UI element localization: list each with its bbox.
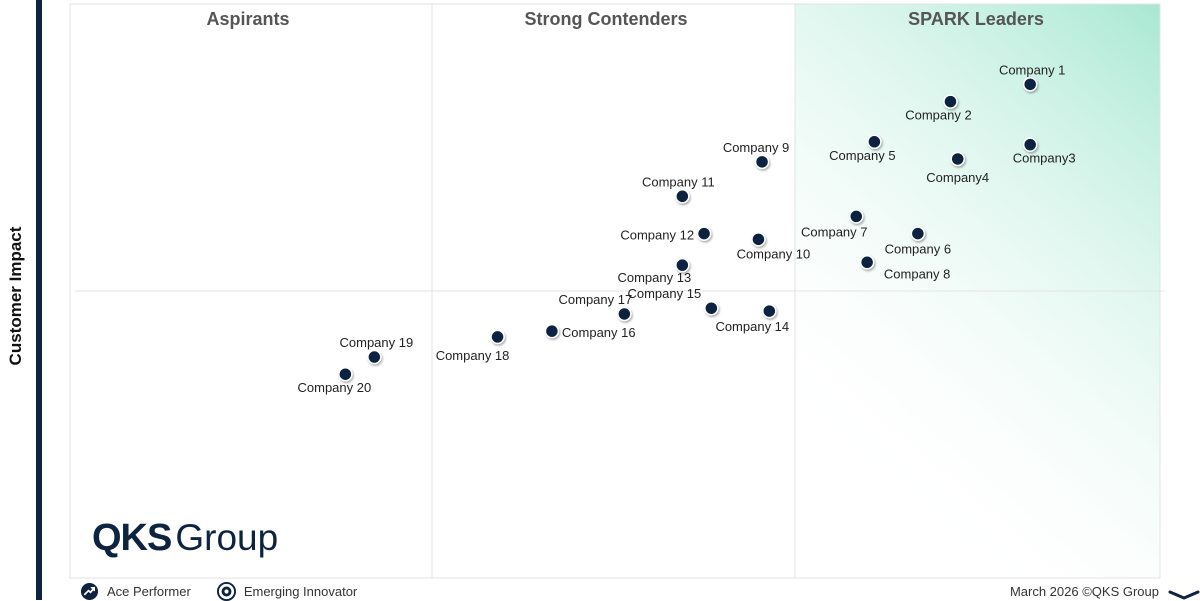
legend-label-emerging-innovator: Emerging Innovator	[243, 584, 358, 599]
data-point-label: Company 14	[715, 319, 789, 334]
legend-label-ace-performer: Ace Performer	[107, 584, 191, 599]
data-point-company-5: Company 5	[829, 134, 896, 163]
data-point-company-7: Company 7	[801, 209, 868, 239]
data-point-label: Company 8	[884, 266, 950, 281]
data-point-company-10: Company 10	[737, 232, 811, 261]
qks-group-logo: QKS Group	[92, 517, 278, 560]
data-point-company-14: Company 14	[715, 303, 789, 334]
legend: Ace Performer Emerging Innovator	[80, 582, 383, 601]
data-point-marker	[704, 300, 719, 316]
data-point-company-6: Company 6	[885, 226, 951, 257]
data-point-label: Company 20	[298, 380, 372, 395]
data-point-company3: Company3	[1013, 137, 1076, 166]
data-point-marker	[867, 134, 882, 150]
data-point-marker	[762, 303, 777, 319]
data-point-marker	[617, 306, 632, 322]
legend-item-emerging-innovator: Emerging Innovator	[216, 582, 358, 601]
data-point-company-8: Company 8	[859, 255, 950, 281]
data-point-marker	[544, 323, 560, 339]
data-point-company-17: Company 17	[559, 292, 633, 322]
data-point-label: Company 5	[829, 148, 895, 163]
ace-performer-icon	[80, 582, 99, 601]
data-point-label: Company3	[1013, 151, 1076, 166]
data-point-label: Company 15	[627, 286, 701, 301]
y-axis-bar	[36, 0, 42, 600]
data-point-marker	[338, 366, 353, 382]
quadrant-title-aspirants: Aspirants	[206, 9, 289, 29]
data-point-label: Company 7	[801, 224, 867, 239]
data-point-company-19: Company 19	[340, 335, 414, 365]
logo-primary: QKS	[92, 517, 172, 559]
data-point-label: Company 18	[436, 348, 510, 363]
data-point-label: Company 1	[999, 62, 1065, 77]
data-point-label: Company4	[926, 170, 989, 185]
data-point-marker	[751, 232, 766, 247]
data-point-marker	[849, 209, 864, 224]
data-point-company-11: Company 11	[642, 174, 715, 204]
data-point-marker	[859, 255, 875, 270]
data-point-marker	[490, 329, 505, 345]
data-point-label: Company 19	[340, 335, 414, 350]
data-point-label: Company 16	[562, 325, 636, 340]
data-point-marker	[950, 151, 965, 167]
data-point-marker	[367, 349, 382, 365]
data-point-marker	[675, 257, 690, 273]
data-point-label: Company 9	[723, 140, 789, 155]
quadrant-title-strong-contenders: Strong Contenders	[524, 9, 687, 29]
data-point-company-13: Company 13	[617, 257, 691, 285]
footer-date-copyright: March 2026 ©QKS Group	[1009, 584, 1159, 599]
data-point-company-9: Company 9	[723, 140, 789, 170]
data-point-label: Company 17	[559, 292, 633, 307]
data-point-marker	[910, 226, 926, 241]
data-point-label: Company 11	[642, 174, 715, 189]
data-point-label: Company 2	[905, 108, 971, 123]
data-point-company-1: Company 1	[999, 62, 1065, 92]
data-point-marker	[675, 189, 690, 204]
data-point-company4: Company4	[926, 151, 989, 185]
legend-item-ace-performer: Ace Performer	[80, 582, 191, 601]
data-point-marker	[943, 94, 958, 109]
data-point-company-12: Company 12	[620, 226, 712, 243]
data-point-marker	[1022, 77, 1038, 92]
data-point-label: Company 6	[885, 242, 951, 257]
data-point-company-16: Company 16	[544, 323, 636, 340]
data-point-company-2: Company 2	[905, 94, 972, 123]
quadrant-title-spark-leaders: SPARK Leaders	[908, 9, 1044, 29]
data-point-company-20: Company 20	[298, 366, 372, 395]
data-point-marker	[696, 226, 712, 241]
emerging-innovator-icon	[216, 582, 236, 601]
data-point-label: Company 12	[620, 228, 694, 243]
data-point-marker	[754, 154, 770, 170]
data-point-company-18: Company 18	[436, 329, 510, 363]
data-point-label: Company 10	[737, 246, 811, 261]
data-point-company-15: Company 15	[627, 286, 719, 316]
logo-secondary: Group	[175, 517, 279, 558]
data-point-label: Company 13	[617, 270, 691, 285]
data-point-marker	[1022, 137, 1038, 152]
corner-arrow-icon	[1168, 590, 1200, 600]
